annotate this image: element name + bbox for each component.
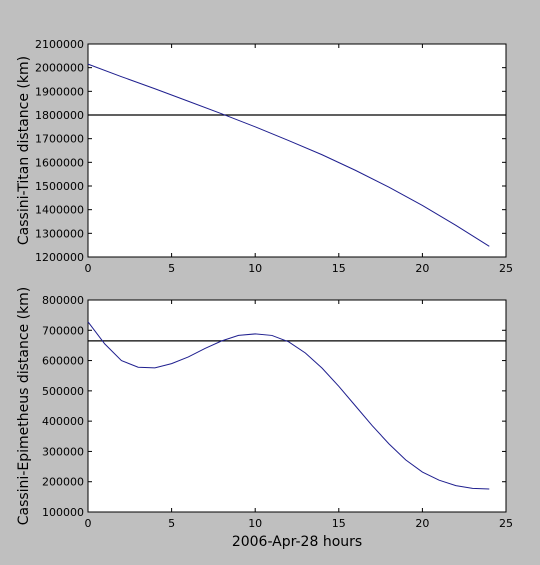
plot-area-titan <box>87 43 507 258</box>
x-tick-label: 5 <box>168 262 175 275</box>
y-axis-label-epimetheus: Cassini-Epimetheus distance (km) <box>16 287 32 526</box>
y-tick-label: 1200000 <box>35 251 84 264</box>
y-tick-label: 2100000 <box>35 38 84 51</box>
series-line-epimetheus <box>87 321 490 490</box>
y-tick-label: 100000 <box>42 506 84 519</box>
plot-area-epimetheus <box>87 299 507 513</box>
y-tick-label: 600000 <box>42 355 84 368</box>
x-tick-label: 0 <box>85 517 92 530</box>
y-ticks-titan: 1200000 1300000 1400000 1500000 1600000 17000… <box>35 38 506 264</box>
x-tick-label: 10 <box>248 517 262 530</box>
y-axis-label-titan: Cassini-Titan distance (km) <box>16 56 32 245</box>
x-tick-label: 5 <box>168 517 175 530</box>
y-tick-label: 1800000 <box>35 109 84 122</box>
x-ticks-epimetheus: 0 5 10 15 20 25 <box>85 300 513 530</box>
y-tick-label: 800000 <box>42 294 84 307</box>
y-tick-label: 500000 <box>42 385 84 398</box>
x-axis-label: 2006-Apr-28 hours <box>232 534 362 550</box>
series-line-titan <box>87 63 490 247</box>
y-tick-label: 300000 <box>42 445 84 458</box>
x-tick-label: 15 <box>332 262 346 275</box>
y-tick-label: 400000 <box>42 415 84 428</box>
x-tick-label: 25 <box>499 517 513 530</box>
y-tick-label: 2000000 <box>35 62 84 75</box>
y-tick-label: 1700000 <box>35 133 84 146</box>
x-tick-label: 25 <box>499 262 513 275</box>
x-tick-label: 10 <box>248 262 262 275</box>
x-tick-label: 15 <box>332 517 346 530</box>
y-tick-label: 700000 <box>42 324 84 337</box>
y-tick-label: 1900000 <box>35 85 84 98</box>
chart-titan: 0 5 10 15 20 25 12000001300000140000015000001… <box>16 38 513 275</box>
y-tick-label: 1600000 <box>35 156 84 169</box>
y-tick-label: 1500000 <box>35 180 84 193</box>
y-tick-label: 1300000 <box>35 227 84 240</box>
y-tick-label: 1400000 <box>35 204 84 217</box>
y-ticks-epimetheus: 100000 200000 300000 400000 500000 600000 7000… <box>42 294 506 519</box>
x-tick-label: 20 <box>415 262 429 275</box>
x-tick-label: 20 <box>415 517 429 530</box>
x-ticks-titan: 0 5 10 15 20 25 <box>85 44 513 275</box>
chart-epimetheus: 0 5 10 15 20 25 100000 200000 300000 400000 50000… <box>16 287 513 550</box>
x-tick-label: 0 <box>85 262 92 275</box>
y-tick-label: 200000 <box>42 476 84 489</box>
